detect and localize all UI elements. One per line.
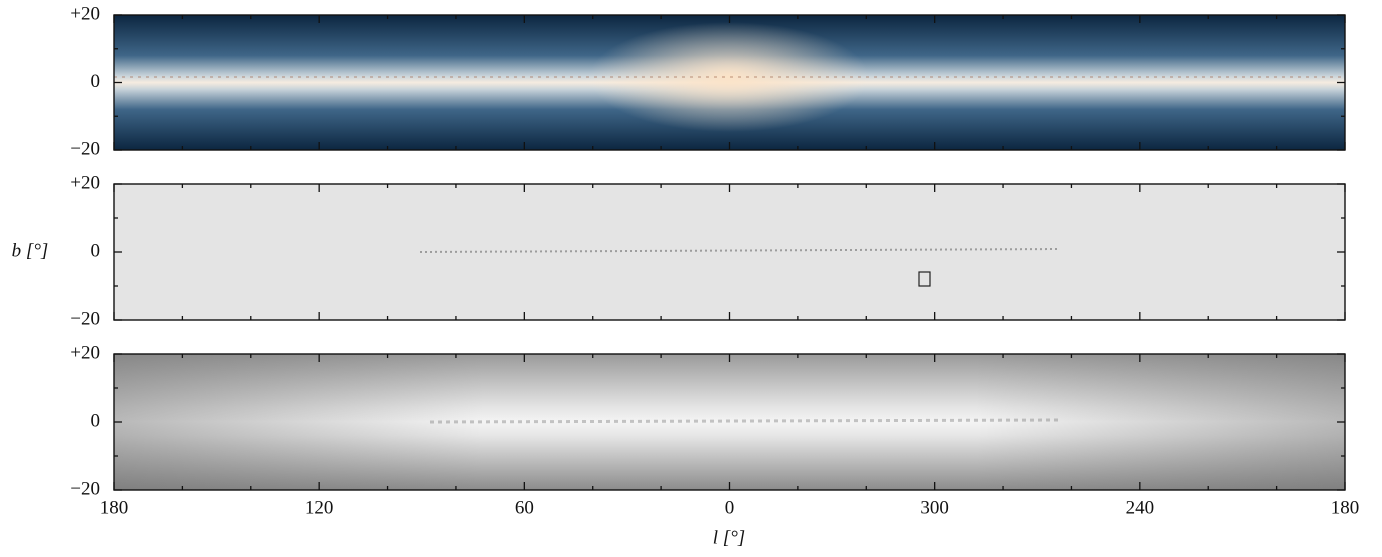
residual-image — [114, 184, 1345, 320]
y-tick-label: −20 — [70, 308, 100, 329]
y-tick-label: +20 — [70, 172, 100, 193]
panel-images — [114, 15, 1345, 490]
x-axis-label: l [°] — [713, 527, 745, 548]
model-shade — [114, 354, 1345, 490]
y-tick-label: −20 — [70, 478, 100, 499]
model-lane — [429, 418, 1061, 424]
residual-lane — [419, 248, 1061, 253]
box-marker — [918, 271, 931, 287]
y-tick-label: 0 — [91, 71, 101, 92]
x-tick-label: 240 — [1126, 497, 1155, 518]
y-tick-label: −20 — [70, 138, 100, 159]
y-tick-label: +20 — [70, 342, 100, 363]
x-tick-label: 60 — [515, 497, 534, 518]
x-tick-label: 0 — [725, 497, 735, 518]
bulge — [589, 22, 869, 132]
y-tick-label: 0 — [91, 410, 101, 431]
x-tick-label: 180 — [1331, 497, 1360, 518]
x-tick-label: 300 — [920, 497, 949, 518]
x-tick-label: 180 — [100, 497, 129, 518]
y-tick-label: +20 — [70, 3, 100, 24]
y-axis-label: b [°] — [12, 240, 49, 261]
x-tick-label: 120 — [305, 497, 334, 518]
y-tick-label: 0 — [91, 240, 101, 261]
